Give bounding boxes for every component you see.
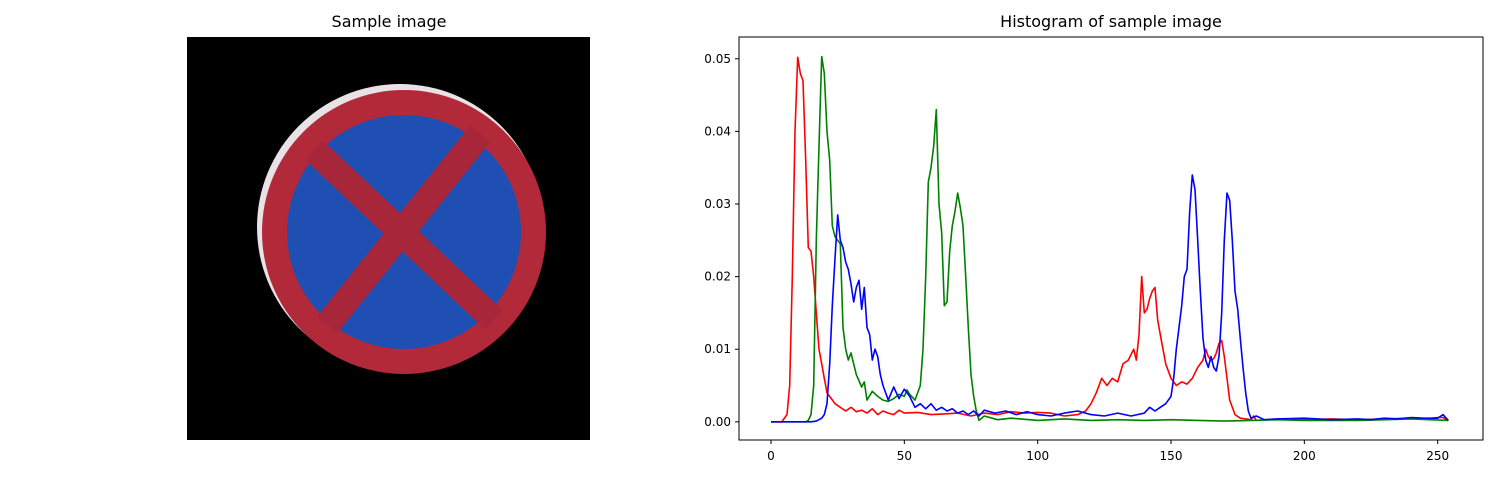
x-tick-label: 200 [1293,449,1316,463]
y-tick-label: 0.03 [704,197,731,211]
y-tick-label: 0.01 [704,342,731,356]
x-tick-label: 50 [897,449,912,463]
y-tick-label: 0.05 [704,52,731,66]
x-tick-label: 250 [1426,449,1449,463]
y-axis: 0.00 0.01 0.02 0.03 0.04 0.05 [704,52,739,429]
chart-title: Histogram of sample image [1000,12,1222,31]
series-line-2 [771,174,1449,423]
x-tick-label: 150 [1160,449,1183,463]
x-tick-label: 100 [1026,449,1049,463]
sample-image [187,37,590,440]
y-tick-label: 0.02 [704,270,731,284]
plot-frame [738,36,1484,441]
x-axis: 0 50 100 150 200 250 [767,440,1449,463]
y-tick-label: 0.00 [704,415,731,429]
image-title: Sample image [331,12,447,31]
series-layer [771,55,1449,423]
series-line-0 [771,56,1449,423]
sign-cross-stroke-b [316,125,491,334]
x-tick-label: 0 [767,449,775,463]
y-tick-label: 0.04 [704,124,731,138]
series-line-1 [771,55,1449,423]
